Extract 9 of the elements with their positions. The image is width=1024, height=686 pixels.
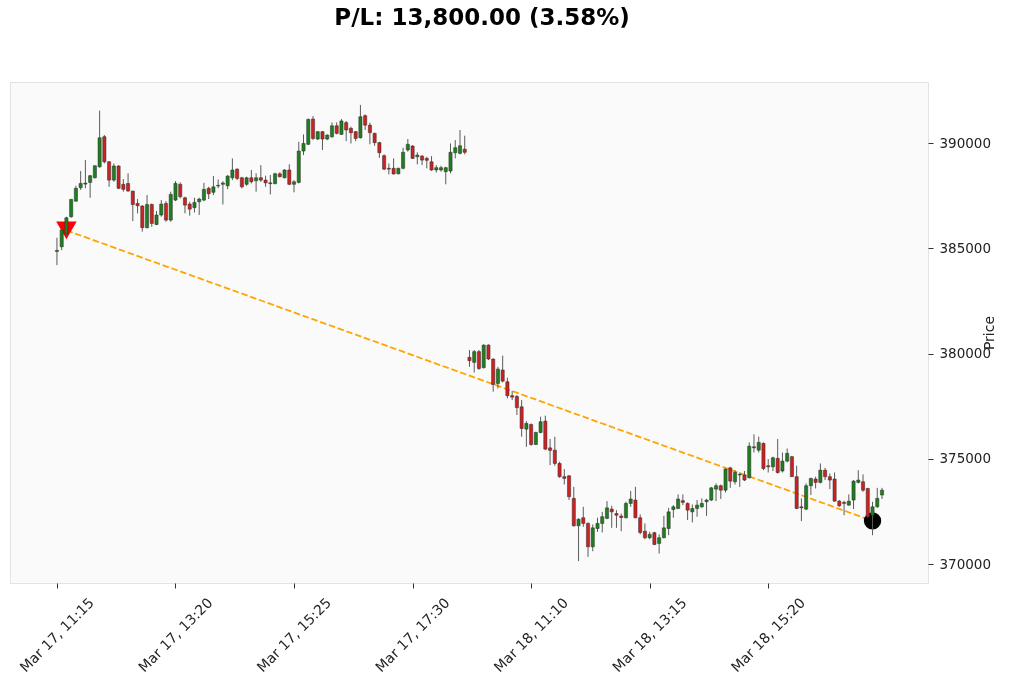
chart-title: P/L: 13,800.00 (3.58%) bbox=[334, 4, 630, 30]
y-tick-label: 385000 bbox=[939, 239, 992, 256]
y-tick-label: 390000 bbox=[939, 134, 992, 151]
y-tick-label: 370000 bbox=[939, 555, 992, 572]
y-tick-label: 375000 bbox=[939, 450, 992, 467]
candlestick bbox=[462, 135, 467, 155]
candlestick bbox=[666, 507, 671, 536]
candlestick bbox=[609, 505, 614, 529]
candlestick bbox=[448, 142, 453, 174]
